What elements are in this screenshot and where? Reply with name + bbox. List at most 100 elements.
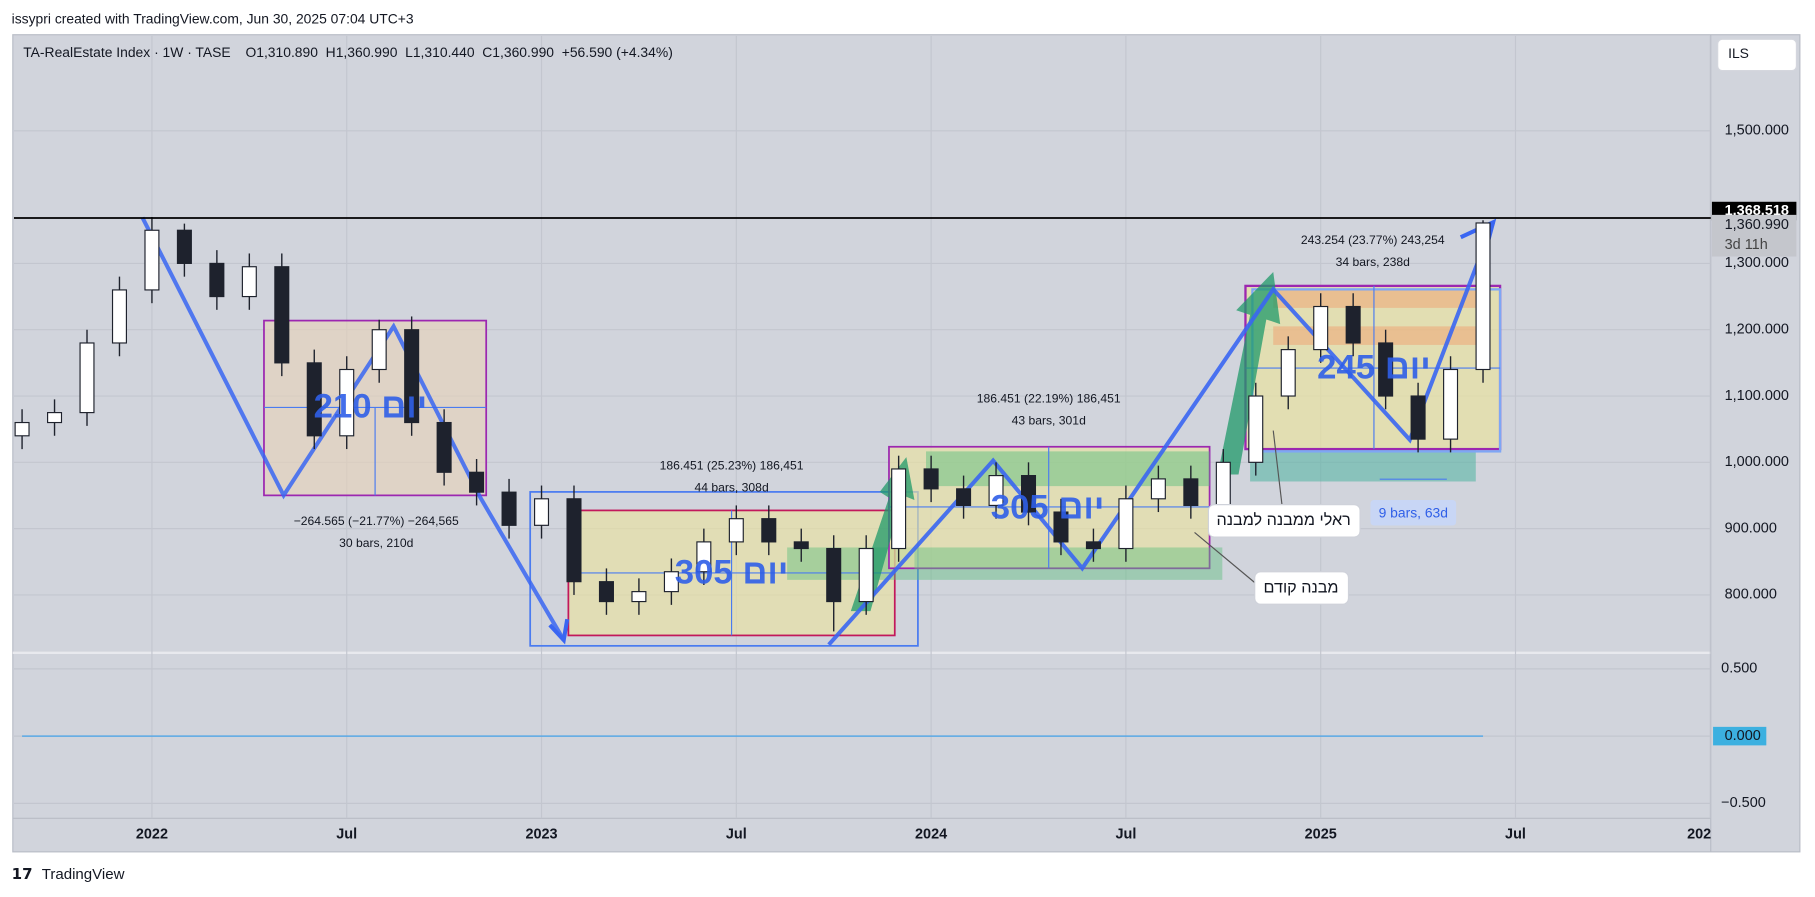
candle-body bbox=[1378, 342, 1394, 397]
candle-body bbox=[1053, 511, 1069, 543]
callout-box bbox=[1207, 504, 1361, 538]
candle-body bbox=[1410, 395, 1426, 440]
candle-body bbox=[1443, 368, 1459, 440]
candle-body bbox=[209, 262, 225, 298]
x-tick-label: Jul bbox=[336, 826, 357, 842]
x-tick-label: 2025 bbox=[1305, 826, 1337, 842]
callout-pointer bbox=[1194, 531, 1258, 585]
zone bbox=[926, 451, 1210, 487]
measure-label: 243.254 (23.77%) 243,254 bbox=[1301, 233, 1445, 247]
measure-label: 186.451 (25.23%) 186,451 bbox=[660, 459, 804, 473]
candle-body bbox=[339, 368, 355, 437]
candle-body bbox=[436, 421, 452, 473]
duration-label: 245 יום bbox=[1317, 348, 1431, 386]
measure-label: 34 bars, 238d bbox=[1336, 255, 1410, 269]
candle-body bbox=[1345, 305, 1361, 344]
label-box bbox=[1370, 500, 1457, 526]
candle-body bbox=[1215, 461, 1231, 507]
candle-body bbox=[1248, 395, 1264, 463]
candle-body bbox=[858, 547, 874, 603]
zone bbox=[1250, 449, 1476, 482]
candle-body bbox=[176, 229, 192, 264]
x-tick-label: 2022 bbox=[136, 826, 168, 842]
x-tick-label: Jul bbox=[1115, 826, 1136, 842]
y-tick-label: 1,300.000 bbox=[1725, 255, 1789, 271]
measure-label: 43 bars, 301d bbox=[1012, 414, 1086, 428]
x-tick-label: Jul bbox=[726, 826, 747, 842]
candle-body bbox=[891, 468, 907, 550]
y-tick-label: 1,000.000 bbox=[1725, 454, 1789, 470]
candle-body bbox=[501, 491, 517, 526]
x-tick-label: Jul bbox=[1505, 826, 1526, 842]
grid bbox=[13, 35, 1711, 819]
price-line-label: 1,368.518 bbox=[1725, 203, 1789, 219]
zone bbox=[1273, 289, 1488, 308]
candle-body bbox=[404, 329, 420, 424]
duration-label: 305 יום bbox=[675, 553, 789, 591]
footer: 𝟭𝟳 TradingView bbox=[12, 866, 125, 883]
candle-body bbox=[956, 488, 972, 507]
callout-text: ראלי ממבנה למבנה bbox=[1216, 511, 1350, 529]
callout-box bbox=[1254, 571, 1350, 605]
candles bbox=[14, 216, 1491, 632]
candle-body bbox=[1085, 541, 1101, 550]
candle-body bbox=[306, 362, 322, 437]
candle-body bbox=[728, 518, 744, 543]
candle-body bbox=[631, 591, 647, 603]
candle-body bbox=[1475, 222, 1491, 371]
callout-text: מבנה קודם bbox=[1263, 578, 1338, 596]
y-tick-label: 1,100.000 bbox=[1725, 388, 1789, 404]
candle-body bbox=[988, 475, 1004, 507]
candle-body bbox=[663, 571, 679, 593]
candle-body bbox=[566, 498, 582, 583]
y-tick-label: −0.500 bbox=[1721, 795, 1766, 811]
duration-label: 305 יום bbox=[991, 488, 1105, 526]
candle-body bbox=[1313, 305, 1329, 351]
y-tick-label: 800.000 bbox=[1725, 587, 1777, 603]
y-tick-label: 0.000 bbox=[1725, 728, 1761, 744]
candle-body bbox=[111, 289, 127, 344]
candle-body bbox=[241, 266, 257, 298]
candle-body bbox=[1118, 498, 1134, 550]
value-badge bbox=[1713, 726, 1767, 746]
candle-body bbox=[1020, 475, 1037, 513]
x-tick-label: 202 bbox=[1687, 826, 1711, 842]
arrow-head bbox=[548, 618, 570, 645]
candle-body bbox=[696, 541, 712, 573]
candle-body bbox=[598, 581, 614, 603]
countdown: 3d 11h bbox=[1725, 237, 1768, 253]
candle-body bbox=[1183, 478, 1199, 507]
measure-label: −264.565 (−21.77%) −264,565 bbox=[294, 514, 459, 528]
measure-label: 44 bars, 308d bbox=[694, 481, 768, 495]
y-tick-label: 0.500 bbox=[1721, 661, 1757, 677]
y-tick-label: 1,500.000 bbox=[1725, 123, 1789, 139]
symbol: TA-RealEstate Index · 1W · TASE bbox=[23, 44, 230, 60]
brand: TradingView bbox=[42, 866, 125, 883]
annotations: −264.565 (−21.77%) −264,565 30 bars, 210… bbox=[294, 233, 1457, 605]
y-tick-label: 900.000 bbox=[1725, 520, 1777, 536]
candle-body bbox=[144, 229, 160, 291]
candle-body bbox=[1150, 478, 1166, 500]
candle-body bbox=[371, 329, 387, 371]
ohlc: O1,310.890 H1,360.990 L1,310.440 C1,360.… bbox=[245, 44, 672, 60]
duration-label: 210 יום bbox=[314, 388, 428, 426]
arrow bbox=[1217, 271, 1281, 475]
currency-button[interactable] bbox=[1717, 38, 1797, 72]
callout-pointer bbox=[1272, 430, 1284, 510]
measure-label: 186.451 (22.19%) 186,451 bbox=[977, 392, 1121, 406]
logo-mark: 𝟭𝟳 bbox=[12, 866, 33, 883]
measure-label: 30 bars, 210d bbox=[339, 536, 413, 550]
candle-body bbox=[826, 547, 842, 603]
candle-body bbox=[14, 421, 30, 437]
candle-body bbox=[534, 498, 550, 526]
currency[interactable]: ILS bbox=[1728, 45, 1749, 61]
candle-body bbox=[47, 412, 63, 424]
credit: issypri created with TradingView.com, Ju… bbox=[12, 10, 414, 26]
candle-body bbox=[469, 471, 485, 493]
x-tick-label: 2023 bbox=[525, 826, 557, 842]
candle-body bbox=[793, 541, 809, 550]
last-price-label: 1,360.990 bbox=[1725, 217, 1789, 233]
candle-body bbox=[761, 518, 777, 543]
y-tick-label: 1,200.000 bbox=[1725, 322, 1789, 338]
